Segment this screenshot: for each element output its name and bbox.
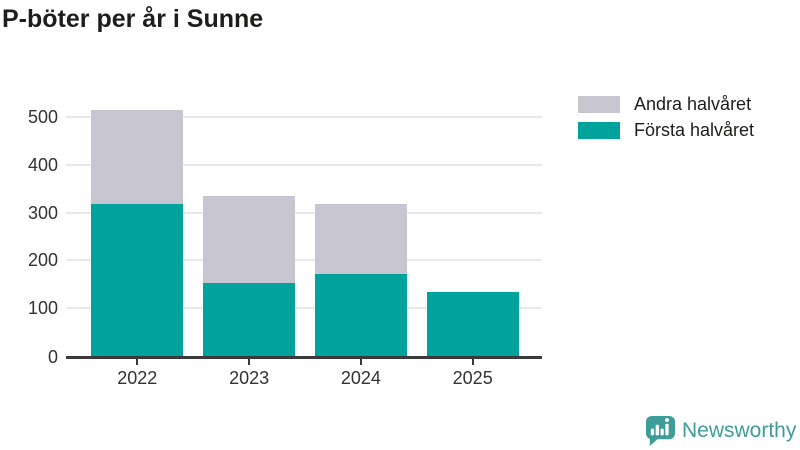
bar-segment-first-half xyxy=(91,203,184,356)
legend-item-andra-halvaret: Andra halvåret xyxy=(578,91,754,117)
legend-label: Andra halvåret xyxy=(634,93,752,114)
y-axis-label: 200 xyxy=(27,250,58,271)
grid-line xyxy=(66,116,542,118)
bar-segment-second-half xyxy=(203,195,296,283)
x-axis-label: 2023 xyxy=(229,368,270,388)
y-axis-label: 500 xyxy=(27,107,58,127)
grid-line xyxy=(66,259,542,262)
legend-swatch xyxy=(578,95,620,113)
newsworthy-brand-text: Newsworthy xyxy=(682,419,797,442)
y-axis-label: 400 xyxy=(27,154,58,175)
x-tick xyxy=(359,359,362,365)
x-axis-label: 2022 xyxy=(117,368,158,388)
x-tick xyxy=(471,359,474,365)
legend-swatch xyxy=(578,121,620,139)
newsworthy-logo-icon xyxy=(645,415,676,447)
bar-segment-first-half xyxy=(426,291,519,356)
legend-item-forsta-halvaret: Första halvåret xyxy=(578,117,754,143)
y-axis-label: 100 xyxy=(27,298,58,319)
newsworthy-logo: Newsworthy xyxy=(645,415,796,447)
chart-title: P-böter per år i Sunne xyxy=(2,5,264,33)
x-axis-label: 2024 xyxy=(340,368,381,388)
legend: Andra halvåret Första halvåret xyxy=(578,91,754,143)
y-axis-label: 300 xyxy=(27,202,58,223)
y-axis-label: 0 xyxy=(47,347,58,367)
grid-line xyxy=(66,163,542,166)
x-axis-label: 2025 xyxy=(452,368,493,388)
bar-segment-second-half xyxy=(314,203,407,274)
x-tick xyxy=(136,359,139,365)
grid-line xyxy=(66,307,542,310)
bar-segment-first-half xyxy=(203,282,296,356)
x-tick xyxy=(248,359,251,365)
legend-label: Första halvåret xyxy=(634,119,755,140)
bar-segment-first-half xyxy=(314,273,407,356)
x-axis-line xyxy=(66,356,542,359)
bar-segment-second-half xyxy=(91,109,184,204)
grid-line xyxy=(66,211,542,214)
